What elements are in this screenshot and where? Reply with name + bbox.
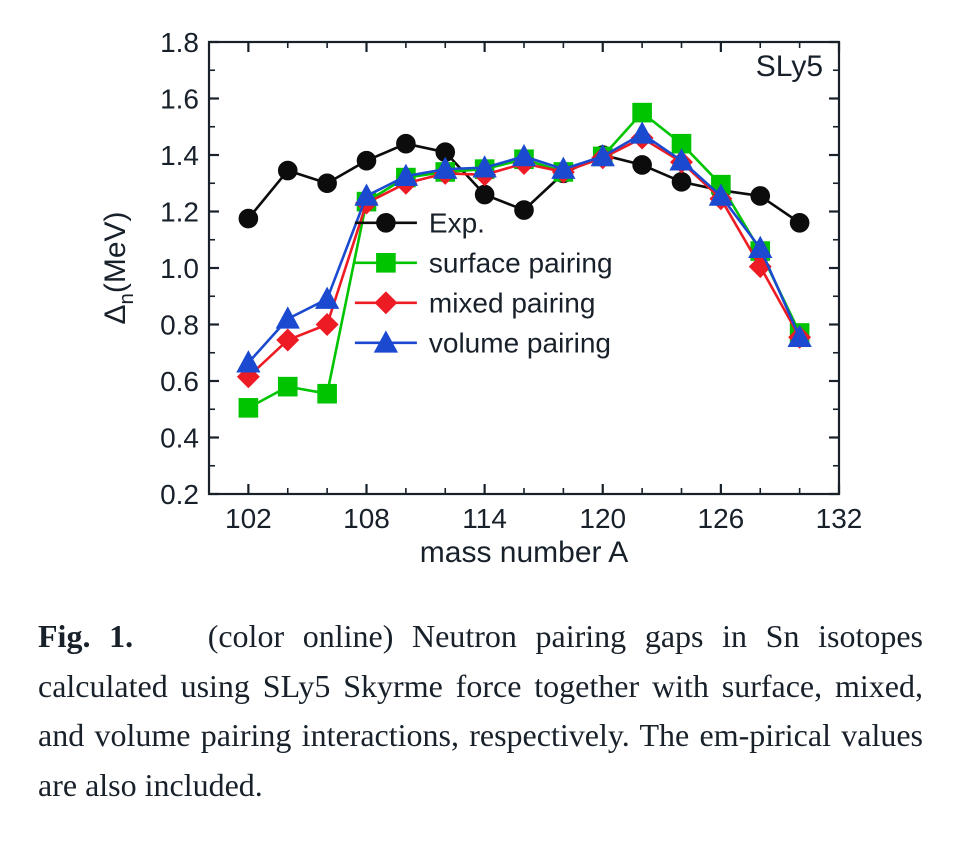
svg-text:0.8: 0.8 bbox=[160, 309, 199, 340]
caption-hyphen: - bbox=[739, 717, 750, 753]
svg-text:102: 102 bbox=[225, 503, 272, 534]
svg-text:0.6: 0.6 bbox=[160, 366, 199, 397]
svg-text:120: 120 bbox=[579, 503, 626, 534]
svg-text:1.6: 1.6 bbox=[160, 83, 199, 114]
svg-text:1.4: 1.4 bbox=[160, 140, 199, 171]
svg-text:surface pairing: surface pairing bbox=[428, 247, 612, 278]
figure-container: 102 108 114 120 126 132 0.2 0.4 0.6 0.8 1.0 1.2 1.4 1… bbox=[0, 0, 961, 852]
svg-text:126: 126 bbox=[697, 503, 744, 534]
svg-text:0.4: 0.4 bbox=[160, 422, 199, 453]
svg-text:mixed pairing: mixed pairing bbox=[428, 287, 595, 318]
svg-text:mass number A: mass number A bbox=[419, 536, 627, 569]
figure-label: Fig. 1. bbox=[38, 618, 133, 654]
chart: 102 108 114 120 126 132 0.2 0.4 0.6 0.8 1.0 1.2 1.4 1… bbox=[91, 20, 871, 580]
svg-text:1.2: 1.2 bbox=[160, 196, 199, 227]
svg-text:132: 132 bbox=[815, 503, 862, 534]
svg-text:volume pairing: volume pairing bbox=[428, 327, 610, 358]
svg-text:0.2: 0.2 bbox=[160, 479, 199, 510]
svg-text:114: 114 bbox=[462, 503, 507, 534]
svg-text:SLy5: SLy5 bbox=[755, 50, 822, 83]
svg-text:1.8: 1.8 bbox=[160, 27, 199, 58]
svg-text:108: 108 bbox=[343, 503, 390, 534]
figure-caption: Fig. 1. (color online) Neutron pairing g… bbox=[28, 612, 933, 810]
svg-text:Exp.: Exp. bbox=[428, 207, 484, 238]
chart-svg: 102 108 114 120 126 132 0.2 0.4 0.6 0.8 1.0 1.2 1.4 1… bbox=[91, 20, 871, 580]
svg-text:1.0: 1.0 bbox=[160, 253, 199, 284]
